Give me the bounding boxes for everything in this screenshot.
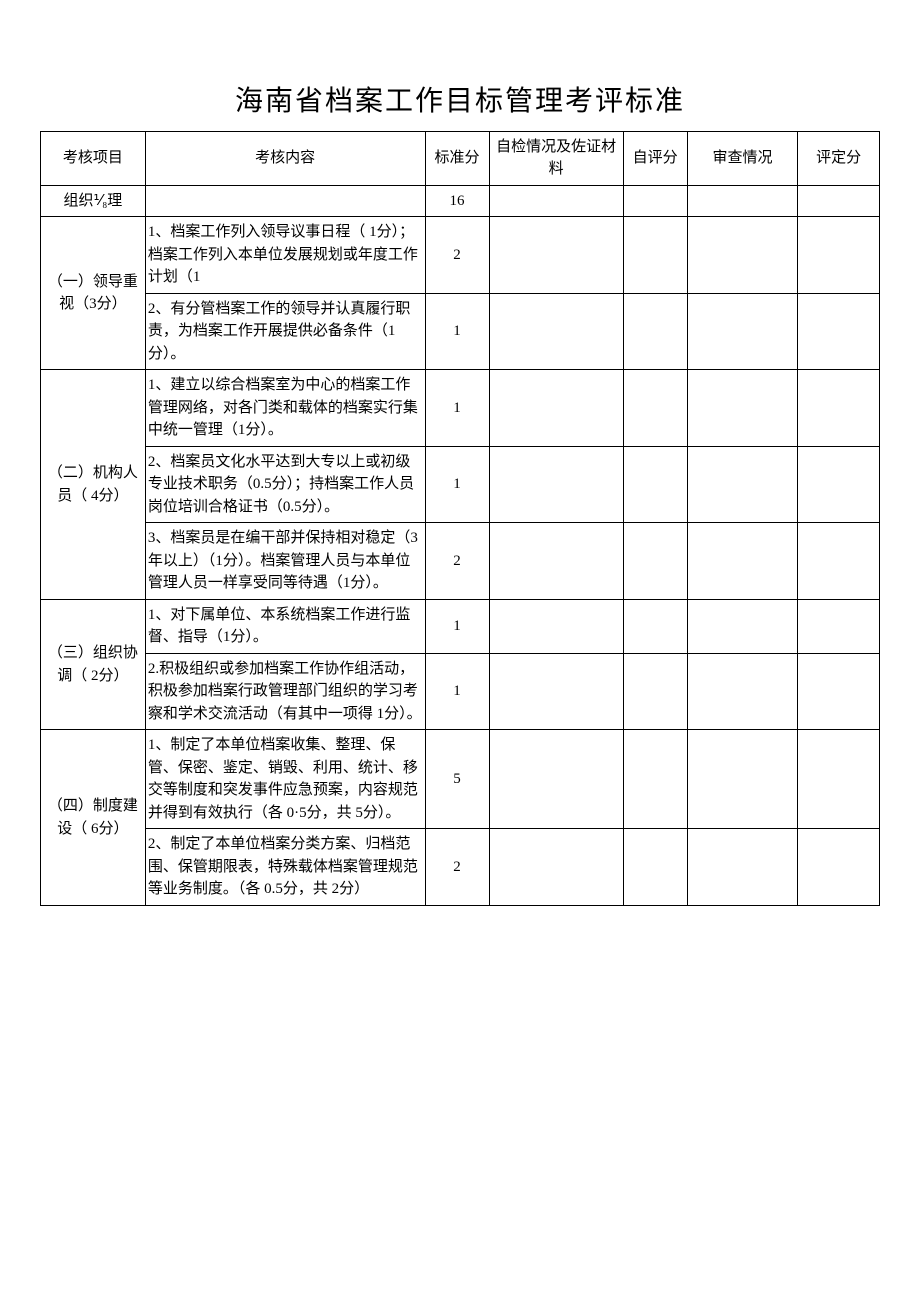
evaluation-table: 考核项目 考核内容 标准分 自检情况及佐证材料 自评分 审查情况 评定分 组织⅟…: [40, 131, 880, 906]
item-review: [687, 370, 798, 447]
group-label: （四）制度建设（ 6分）: [41, 730, 146, 906]
item-selfscore: [623, 599, 687, 653]
item-content: 1、制定了本单位档案收集、整理、保管、保密、鉴定、销毁、利用、统计、移交等制度和…: [145, 730, 425, 829]
group-label: （一）领导重视（3分）: [41, 217, 146, 370]
section-label: 组织⅟₈理: [41, 185, 146, 217]
section-review: [687, 185, 798, 217]
item-selfscore: [623, 293, 687, 370]
section-score: 16: [425, 185, 489, 217]
item-content: 1、建立以综合档案室为中心的档案工作管理网络，对各门类和载体的档案实行集中统一管…: [145, 370, 425, 447]
item-selfscore: [623, 730, 687, 829]
item-final: [798, 730, 880, 829]
item-final: [798, 370, 880, 447]
item-final: [798, 653, 880, 730]
section-row: 组织⅟₈理 16: [41, 185, 880, 217]
item-content: 2、制定了本单位档案分类方案、归档范围、保管期限表，特殊载体档案管理规范等业务制…: [145, 829, 425, 906]
header-review: 审查情况: [687, 131, 798, 185]
header-selfcheck: 自检情况及佐证材料: [489, 131, 623, 185]
item-selfscore: [623, 653, 687, 730]
item-review: [687, 730, 798, 829]
table-row: （四）制度建设（ 6分） 1、制定了本单位档案收集、整理、保管、保密、鉴定、销毁…: [41, 730, 880, 829]
item-selfcheck: [489, 829, 623, 906]
item-review: [687, 599, 798, 653]
table-row: 2、有分管档案工作的领导并认真履行职责，为档案工作开展提供必备条件（1分）。 1: [41, 293, 880, 370]
item-selfscore: [623, 446, 687, 523]
section-final: [798, 185, 880, 217]
item-score: 5: [425, 730, 489, 829]
item-content: 2.积极组织或参加档案工作协作组活动，积极参加档案行政管理部门组织的学习考察和学…: [145, 653, 425, 730]
section-selfcheck: [489, 185, 623, 217]
header-selfscore: 自评分: [623, 131, 687, 185]
table-header-row: 考核项目 考核内容 标准分 自检情况及佐证材料 自评分 审查情况 评定分: [41, 131, 880, 185]
page-title: 海南省档案工作目标管理考评标准: [40, 79, 880, 119]
item-review: [687, 446, 798, 523]
table-row: 2、档案员文化水平达到大专以上或初级专业技术职务（0.5分）；持档案工作人员岗位…: [41, 446, 880, 523]
item-selfscore: [623, 217, 687, 294]
item-selfscore: [623, 370, 687, 447]
section-selfscore: [623, 185, 687, 217]
header-project: 考核项目: [41, 131, 146, 185]
item-selfcheck: [489, 730, 623, 829]
item-review: [687, 523, 798, 600]
group-label: （二）机构人员（ 4分）: [41, 370, 146, 600]
item-selfscore: [623, 523, 687, 600]
item-review: [687, 293, 798, 370]
table-row: 2、制定了本单位档案分类方案、归档范围、保管期限表，特殊载体档案管理规范等业务制…: [41, 829, 880, 906]
section-content: [145, 185, 425, 217]
item-review: [687, 829, 798, 906]
item-content: 2、有分管档案工作的领导并认真履行职责，为档案工作开展提供必备条件（1分）。: [145, 293, 425, 370]
table-row: 3、档案员是在编干部并保持相对稳定（3年以上）（1分）。档案管理人员与本单位管理…: [41, 523, 880, 600]
item-content: 1、档案工作列入领导议事日程（ 1分）；档案工作列入本单位发展规划或年度工作计划…: [145, 217, 425, 294]
item-final: [798, 829, 880, 906]
table-row: （三）组织协调（ 2分） 1、对下属单位、本系统档案工作进行监督、指导（1分）。…: [41, 599, 880, 653]
table-row: （一）领导重视（3分） 1、档案工作列入领导议事日程（ 1分）；档案工作列入本单…: [41, 217, 880, 294]
item-final: [798, 523, 880, 600]
item-score: 1: [425, 370, 489, 447]
item-selfscore: [623, 829, 687, 906]
header-score: 标准分: [425, 131, 489, 185]
item-review: [687, 653, 798, 730]
item-selfcheck: [489, 523, 623, 600]
item-score: 1: [425, 653, 489, 730]
table-row: 2.积极组织或参加档案工作协作组活动，积极参加档案行政管理部门组织的学习考察和学…: [41, 653, 880, 730]
item-content: 1、对下属单位、本系统档案工作进行监督、指导（1分）。: [145, 599, 425, 653]
item-selfcheck: [489, 599, 623, 653]
item-score: 2: [425, 523, 489, 600]
item-selfcheck: [489, 293, 623, 370]
table-row: （二）机构人员（ 4分） 1、建立以综合档案室为中心的档案工作管理网络，对各门类…: [41, 370, 880, 447]
group-label: （三）组织协调（ 2分）: [41, 599, 146, 730]
item-score: 2: [425, 217, 489, 294]
item-final: [798, 217, 880, 294]
item-final: [798, 599, 880, 653]
item-final: [798, 446, 880, 523]
item-selfcheck: [489, 217, 623, 294]
item-selfcheck: [489, 653, 623, 730]
item-review: [687, 217, 798, 294]
item-final: [798, 293, 880, 370]
item-content: 3、档案员是在编干部并保持相对稳定（3年以上）（1分）。档案管理人员与本单位管理…: [145, 523, 425, 600]
item-selfcheck: [489, 370, 623, 447]
item-score: 1: [425, 599, 489, 653]
item-score: 2: [425, 829, 489, 906]
item-selfcheck: [489, 446, 623, 523]
item-score: 1: [425, 293, 489, 370]
item-score: 1: [425, 446, 489, 523]
header-content: 考核内容: [145, 131, 425, 185]
header-final: 评定分: [798, 131, 880, 185]
item-content: 2、档案员文化水平达到大专以上或初级专业技术职务（0.5分）；持档案工作人员岗位…: [145, 446, 425, 523]
